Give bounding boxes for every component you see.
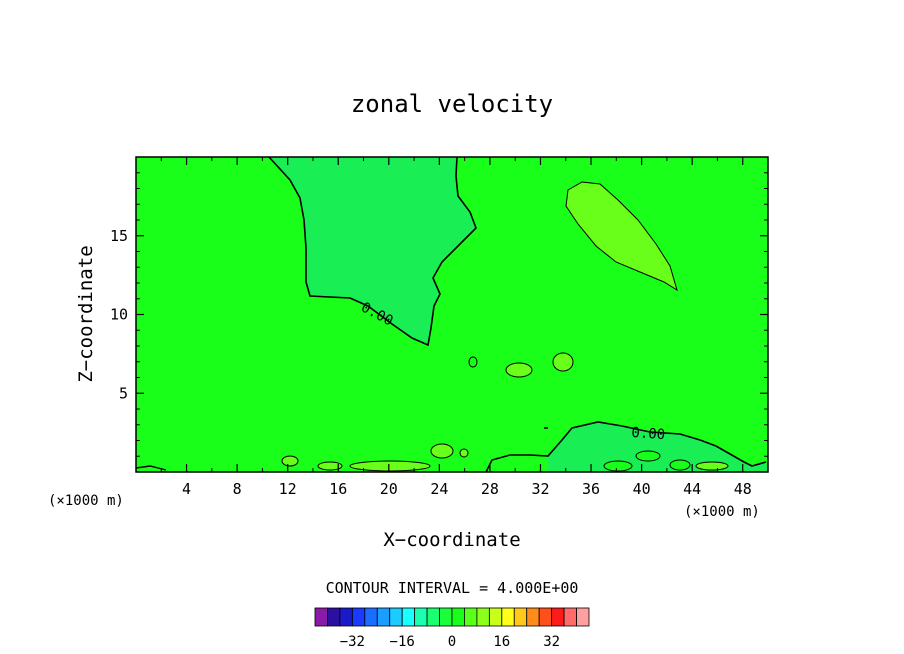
colorbar-swatch <box>401 607 416 627</box>
colorbar-swatch <box>451 607 465 627</box>
small-contour-cell-9 <box>635 450 661 462</box>
colorbar-swatch <box>513 607 528 627</box>
colorbar-tick-label: 0 <box>448 634 456 650</box>
small-contour-cell-8 <box>349 460 431 472</box>
contour-label-lower: 0.00 <box>631 425 666 443</box>
y-tick-label: 15 <box>110 227 128 245</box>
x-tick-label: 4 <box>182 480 191 498</box>
zero-contour-upper <box>268 156 477 347</box>
x-tick-label: 20 <box>380 480 398 498</box>
colorbar-swatch <box>563 607 577 627</box>
colorbar: −32 −16 0 16 32 <box>314 607 590 650</box>
colorbar-swatch <box>551 607 565 627</box>
x-tick-label: 32 <box>531 480 549 498</box>
colorbar-tick-label: −16 <box>390 634 415 650</box>
x-tick-label: 44 <box>683 480 701 498</box>
chart-title: zonal velocity <box>351 90 553 118</box>
colorbar-swatch <box>389 607 403 627</box>
zero-contour-lower <box>485 421 767 473</box>
x-tick-label: 24 <box>430 480 448 498</box>
colorbar-tick-label: −32 <box>340 634 365 650</box>
x-tick-label: 48 <box>734 480 752 498</box>
colorbar-swatch <box>364 607 378 627</box>
small-contour-cell-2 <box>552 352 574 372</box>
small-contour-cell-1 <box>505 362 533 378</box>
zero-contour-left-edge <box>135 465 167 471</box>
colorbar-swatch <box>526 607 540 627</box>
colorbar-swatch <box>464 607 478 627</box>
x-unit-label-left: (×1000 m) <box>48 493 124 509</box>
small-contour-cell-10 <box>603 460 633 472</box>
colorbar-swatch <box>339 607 353 627</box>
small-contour-cell-12 <box>695 461 729 471</box>
colorbar-swatch <box>351 607 366 627</box>
colorbar-tick-label: 16 <box>493 634 510 650</box>
y-axis-label: Z−coordinate <box>75 245 97 382</box>
colorbar-swatch <box>576 607 590 627</box>
x-tick-label: 12 <box>279 480 297 498</box>
colorbar-swatch <box>488 607 503 627</box>
small-contour-cell-3 <box>468 356 478 368</box>
x-axis-label: X−coordinate <box>383 529 520 551</box>
colorbar-tick-label: 32 <box>543 634 560 650</box>
x-tick-label: 36 <box>582 480 600 498</box>
small-contour-cell-6 <box>281 455 299 467</box>
contour-interval-label: CONTOUR INTERVAL = 4.000E+00 <box>326 579 579 597</box>
colorbar-swatch <box>327 607 341 627</box>
x-tick-label: 16 <box>329 480 347 498</box>
small-contour-cell-7 <box>317 461 343 471</box>
positive-region-upper-right <box>565 181 678 292</box>
x-tick-label: 40 <box>633 480 651 498</box>
small-contour-cell-5 <box>459 448 469 458</box>
small-contour-cell-11 <box>669 459 691 471</box>
small-contour-cell-4 <box>430 443 454 459</box>
y-tick-label: 5 <box>119 384 128 402</box>
colorbar-swatch <box>426 607 440 627</box>
negative-region-lower-right <box>548 422 768 472</box>
colorbar-swatch <box>476 607 490 627</box>
y-tick-label: 10 <box>110 306 128 324</box>
colorbar-swatch <box>414 607 428 627</box>
colorbar-swatch <box>314 607 328 627</box>
colorbar-swatch <box>538 607 553 627</box>
colorbar-swatch <box>501 607 515 627</box>
negative-region-upper <box>269 157 476 345</box>
colorbar-swatch <box>439 607 453 627</box>
x-tick-label: 8 <box>233 480 242 498</box>
x-unit-label-right: (×1000 m) <box>684 504 760 520</box>
colorbar-swatch <box>376 607 391 627</box>
x-tick-label: 28 <box>481 480 499 498</box>
